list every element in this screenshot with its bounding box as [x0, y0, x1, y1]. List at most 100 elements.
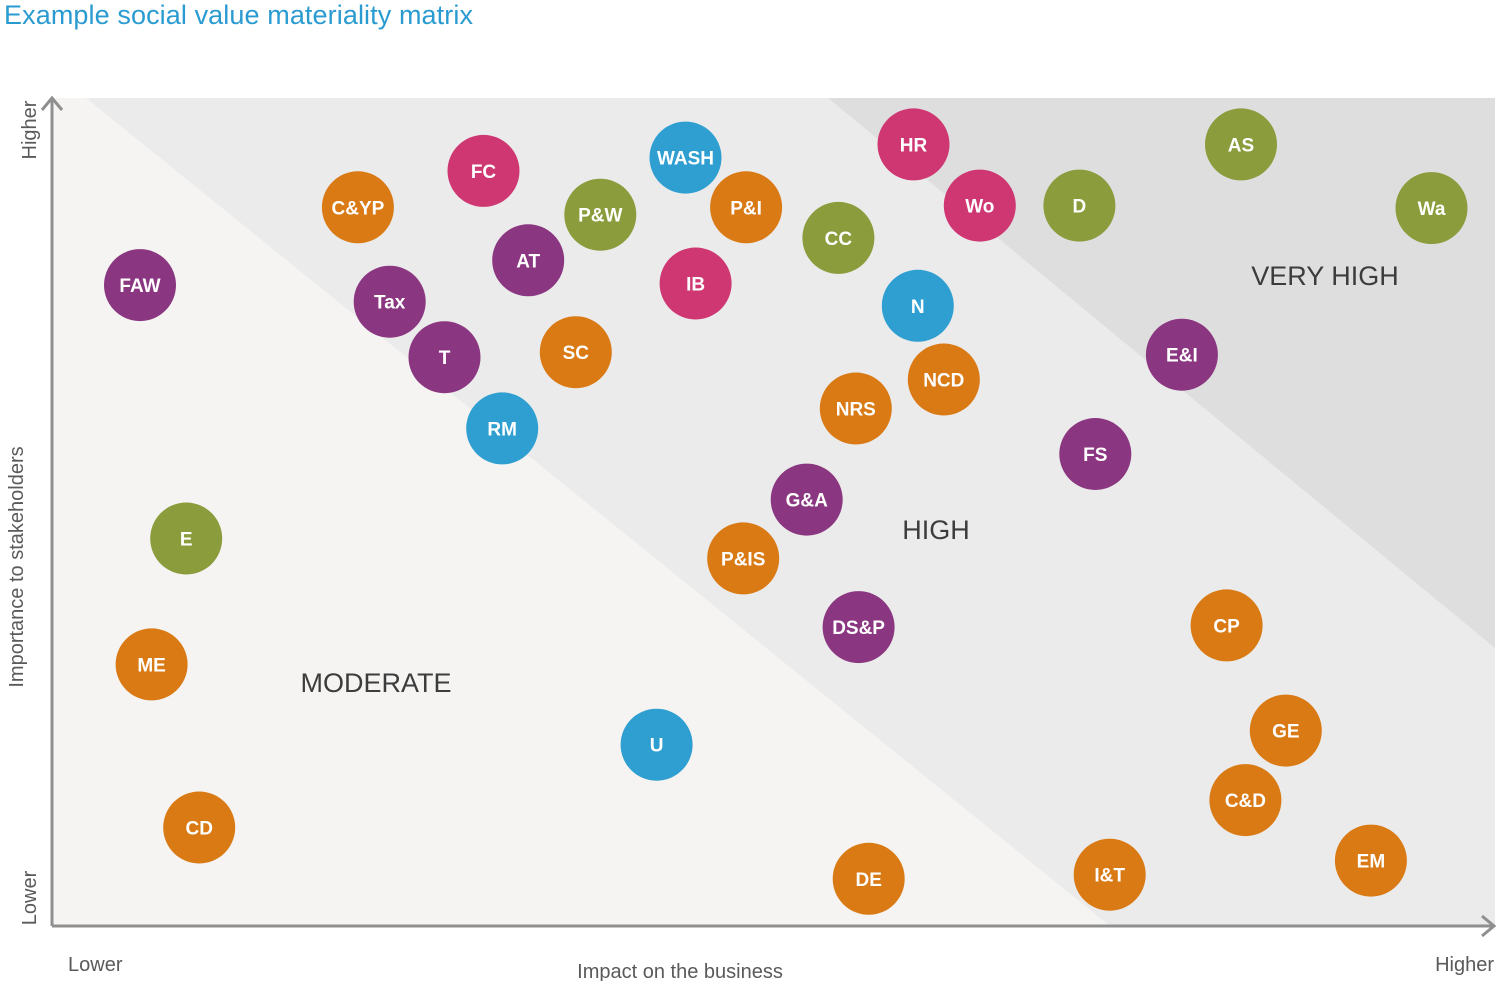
bubble-circle	[492, 224, 565, 297]
bubble: C&D	[1209, 764, 1282, 837]
bubble-circle	[1073, 838, 1146, 911]
bubble-circle	[877, 108, 950, 181]
y-axis-label: Importance to stakeholders	[6, 446, 28, 687]
bubble-label: WASH	[657, 149, 714, 170]
bubble: P&IS	[707, 522, 780, 595]
bubble: U	[620, 708, 693, 781]
bubble-label: E&I	[1166, 346, 1198, 367]
bubble-label: P&W	[578, 206, 622, 227]
bubble-label: Wa	[1418, 199, 1446, 220]
bubble-circle	[1395, 172, 1468, 245]
bubble-label: HR	[900, 135, 928, 156]
bubble-label: D	[1073, 197, 1087, 218]
bubble-circle	[707, 522, 780, 595]
bubble-circle	[620, 708, 693, 781]
bubble-circle	[1145, 318, 1218, 391]
bubble-circle	[408, 321, 481, 394]
bubble-label: CC	[825, 229, 853, 250]
bubble: HR	[877, 108, 950, 181]
bubble-circle	[321, 171, 394, 244]
bubble: Wo	[943, 169, 1016, 242]
bubble-circle	[1334, 824, 1407, 897]
x-axis-high-label: Higher	[1435, 954, 1494, 976]
bubble: FS	[1059, 418, 1132, 490]
bubble-label: NRS	[836, 400, 876, 421]
bubble: G&A	[770, 463, 843, 536]
bubble: E	[150, 502, 223, 575]
bubble-circle	[1059, 418, 1132, 490]
bubble-label: FS	[1083, 445, 1107, 466]
bubble: Tax	[353, 265, 426, 338]
bubble-label: SC	[563, 343, 590, 364]
bubble-label: AS	[1228, 135, 1254, 156]
x-axis-arrow	[1481, 914, 1497, 938]
bubble: Wa	[1395, 172, 1468, 245]
zone-label-moderate: MODERATE	[300, 668, 451, 698]
bubble-circle	[710, 171, 783, 244]
bubble: NRS	[819, 372, 892, 445]
bubbles: FC WASH HR AS C&YP P&W P&I Wo D Wa CC AT FAW IB Tax N SC…	[104, 108, 1468, 915]
bubble-circle	[832, 842, 905, 915]
bubble-label: C&YP	[332, 198, 385, 219]
bubble: ME	[115, 628, 188, 701]
bubble: DE	[832, 842, 905, 915]
y-axis-arrow	[40, 95, 64, 111]
bubble: NCD	[907, 343, 980, 416]
bubble: CP	[1190, 589, 1263, 662]
bubble: DS&P	[822, 591, 895, 664]
bubble-label: AT	[516, 251, 540, 272]
bubble-circle	[1209, 764, 1282, 837]
bubble: T	[408, 321, 481, 394]
y-axis-low-label: Lower	[19, 870, 41, 925]
bubble-circle	[163, 791, 236, 864]
bubble-circle	[1205, 108, 1277, 181]
zone-label-high: HIGH	[902, 515, 970, 545]
bubble-circle	[150, 502, 223, 575]
bubble-label: Wo	[965, 197, 994, 218]
x-axis-label: Impact on the business	[577, 961, 783, 981]
bubble-circle	[907, 343, 980, 416]
bubble: E&I	[1145, 318, 1218, 391]
zone-moderate	[52, 98, 1110, 926]
bubble-circle	[466, 392, 539, 465]
bubble-circle	[1249, 694, 1322, 767]
bubble: P&I	[710, 171, 783, 244]
bubble: AT	[492, 224, 565, 297]
bubble: AS	[1205, 108, 1277, 181]
bubble-label: IB	[686, 275, 705, 296]
bubble-label: FC	[471, 162, 497, 183]
bubble-label: U	[650, 736, 664, 757]
bubble-circle	[943, 169, 1016, 242]
bubble-circle	[1043, 169, 1116, 242]
bubble-label: P&IS	[721, 549, 765, 570]
bubble-circle	[819, 372, 892, 445]
bubble-label: RM	[487, 419, 517, 440]
bubble-label: ME	[137, 655, 166, 676]
zone-label-very-high: VERY HIGH	[1251, 261, 1399, 291]
bubble-circle	[539, 316, 612, 389]
bubble-label: N	[911, 297, 925, 318]
bubble-circle	[659, 247, 732, 320]
bubble: RM	[466, 392, 539, 465]
bubble-circle	[104, 249, 176, 322]
bubble: SC	[539, 316, 612, 389]
bubble: P&W	[564, 178, 637, 251]
bubble-circle	[770, 463, 843, 536]
bubble-label: T	[439, 348, 451, 369]
bubble-label: G&A	[786, 491, 829, 512]
bubble-circle	[353, 265, 426, 338]
bubble-circle	[881, 269, 954, 342]
bubble-label: I&T	[1094, 866, 1125, 887]
bubble: GE	[1249, 694, 1322, 767]
bubble: EM	[1334, 824, 1407, 897]
bubble: I&T	[1073, 838, 1146, 911]
y-axis-high-label: Higher	[19, 100, 41, 159]
bubble-label: NCD	[923, 371, 964, 392]
bubble-label: C&D	[1225, 791, 1266, 812]
bubble-label: CP	[1213, 616, 1240, 637]
bubble: CC	[802, 201, 875, 274]
bubble-label: GE	[1272, 722, 1299, 743]
bubble: IB	[659, 247, 732, 320]
bubble: N	[881, 269, 954, 342]
